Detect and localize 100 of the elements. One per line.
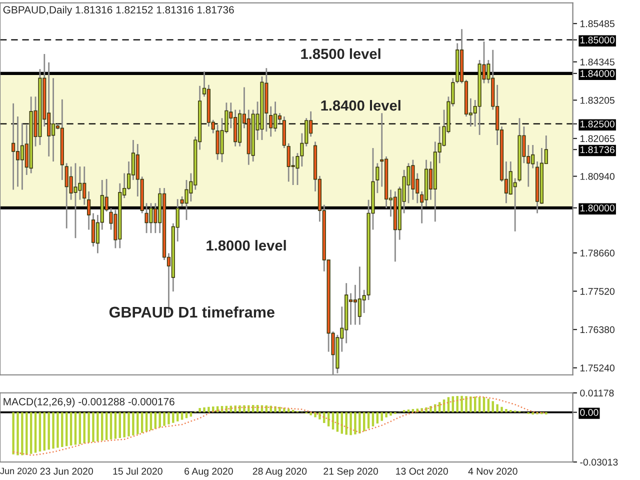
bar bbox=[158, 412, 161, 428]
bar bbox=[487, 398, 490, 412]
y-tick-label: 1.82500 bbox=[580, 120, 615, 128]
ref-line-label: 1.8500 level bbox=[301, 48, 380, 60]
bar bbox=[132, 412, 134, 436]
y-tick-label: 1.85485 bbox=[580, 20, 614, 28]
y-tick-label: -0.03013 bbox=[580, 458, 618, 466]
bar bbox=[163, 412, 166, 426]
y-tick-label: 1.80000 bbox=[580, 204, 615, 212]
bar bbox=[496, 404, 498, 412]
bar bbox=[30, 412, 32, 454]
bar bbox=[430, 406, 432, 412]
bar bbox=[492, 401, 494, 412]
bar bbox=[48, 412, 50, 450]
bar bbox=[372, 412, 374, 426]
bar bbox=[274, 406, 276, 412]
bar bbox=[500, 406, 503, 412]
bar bbox=[238, 405, 241, 412]
bar bbox=[425, 407, 428, 412]
y-tick-label: 1.80940 bbox=[580, 173, 615, 180]
bar bbox=[56, 412, 59, 448]
bar bbox=[172, 412, 174, 423]
ref-line-label: 1.8000 level bbox=[206, 240, 286, 251]
bar bbox=[128, 412, 130, 436]
y-tick-label: 0.00 bbox=[580, 409, 598, 416]
bar bbox=[61, 412, 64, 447]
annotation: GBPAUD D1 timeframe bbox=[109, 306, 274, 318]
bar bbox=[283, 408, 286, 412]
bar bbox=[230, 406, 232, 412]
candlestick bbox=[12, 102, 16, 190]
text: Jun 2020 bbox=[0, 468, 37, 474]
bar bbox=[123, 412, 126, 438]
y-tick-label: 1.84345 bbox=[580, 58, 614, 66]
bar bbox=[168, 412, 170, 424]
candlestick bbox=[269, 106, 273, 138]
bar bbox=[248, 405, 250, 412]
bar bbox=[345, 412, 348, 435]
y-tick-label: 1.75240 bbox=[580, 364, 615, 372]
bar bbox=[447, 397, 450, 412]
bar bbox=[208, 406, 210, 412]
bar bbox=[323, 412, 326, 424]
bar bbox=[203, 407, 206, 412]
y-tick-label: 0.01178 bbox=[580, 390, 614, 396]
y-tick-label: 1.77520 bbox=[580, 288, 615, 295]
bar bbox=[278, 406, 281, 412]
bar bbox=[478, 396, 481, 412]
bar bbox=[460, 396, 463, 412]
bar bbox=[52, 412, 54, 449]
bar bbox=[505, 409, 508, 412]
chart-title: GBPAUD,Daily 1.81316 1.82152 1.81316 1.81736 bbox=[3, 6, 234, 16]
bar bbox=[270, 406, 272, 412]
x-tick-label: 4 Nov 2020 bbox=[468, 468, 518, 475]
bar bbox=[456, 396, 458, 412]
x-tick-label: 28 Aug 2020 bbox=[252, 468, 307, 477]
bar bbox=[198, 408, 201, 412]
bar bbox=[288, 408, 290, 412]
ref-line-label: 1.8400 level bbox=[321, 100, 400, 111]
y-tick-label: 1.81736 bbox=[580, 146, 614, 154]
bar bbox=[385, 412, 388, 418]
bar bbox=[21, 412, 24, 456]
bar bbox=[474, 396, 476, 412]
bar bbox=[92, 412, 94, 442]
bar bbox=[350, 412, 352, 436]
candlestick bbox=[74, 162, 78, 239]
bar bbox=[416, 408, 418, 412]
bar bbox=[314, 412, 316, 418]
candlestick bbox=[51, 77, 56, 162]
x-tick-label: 15 Jul 2020 bbox=[113, 468, 162, 475]
bar bbox=[412, 409, 414, 412]
bar bbox=[438, 402, 441, 412]
bar bbox=[358, 412, 361, 434]
x-tick-label: 21 Sep 2020 bbox=[324, 468, 378, 477]
bar bbox=[292, 410, 294, 412]
y-tick-label: 1.84000 bbox=[580, 70, 615, 78]
bar bbox=[110, 412, 112, 440]
candlestick bbox=[87, 190, 91, 230]
chart-title: MACD(12,26,9) -0.001288 -0.000176 bbox=[4, 398, 174, 408]
bar bbox=[74, 412, 77, 445]
bar bbox=[16, 412, 19, 456]
candlestick bbox=[16, 116, 20, 188]
bar bbox=[318, 412, 321, 420]
bar bbox=[96, 412, 99, 442]
y-tick-label: 1.76380 bbox=[580, 326, 615, 334]
bar bbox=[310, 412, 312, 416]
y-tick-label: 1.82065 bbox=[580, 135, 614, 142]
bar bbox=[88, 412, 90, 443]
y-tick-label: 1.78660 bbox=[580, 250, 615, 257]
bar bbox=[243, 405, 246, 412]
candlestick bbox=[353, 284, 358, 326]
bar bbox=[70, 412, 72, 446]
bar bbox=[407, 410, 410, 412]
bar bbox=[26, 412, 28, 455]
bar bbox=[434, 404, 436, 412]
bar bbox=[354, 412, 356, 434]
bar bbox=[136, 412, 139, 434]
x-tick-label: 23 Jun 2020 bbox=[40, 468, 93, 475]
bar bbox=[470, 396, 472, 412]
bar bbox=[390, 412, 392, 416]
bar bbox=[482, 397, 486, 412]
bar bbox=[465, 396, 468, 412]
